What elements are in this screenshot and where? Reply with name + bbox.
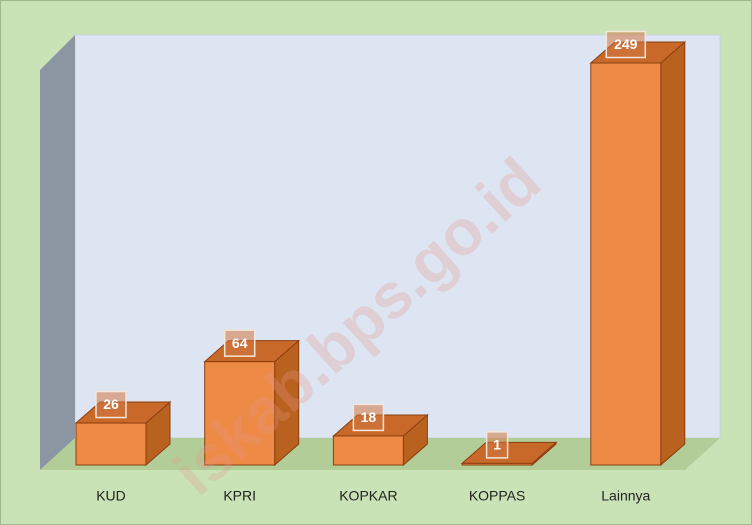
value-label-box: [352, 403, 385, 432]
value-label-box: [485, 431, 509, 459]
value-label: 64: [232, 335, 248, 351]
x-tick-label: KOPKAR: [339, 488, 397, 504]
value-label-box: [605, 30, 647, 59]
bar: [589, 40, 687, 467]
side-wall: [40, 35, 75, 470]
bar: [460, 441, 558, 467]
value-label: 249: [614, 36, 638, 52]
value-label-box: [223, 329, 256, 357]
x-tick-label: Lainnya: [601, 488, 650, 504]
bar-front: [461, 462, 533, 466]
bar-front: [75, 422, 147, 466]
bar-front: [590, 62, 662, 466]
x-tick-label: KUD: [96, 488, 126, 504]
value-label: 18: [361, 409, 377, 425]
bar-front: [332, 435, 404, 466]
x-tick-label: KOPPAS: [469, 488, 526, 504]
value-label: 1: [493, 437, 501, 453]
bar-front: [204, 361, 276, 466]
value-label-box: [95, 390, 127, 419]
x-tick-label: KPRI: [223, 488, 256, 504]
bar-side: [660, 40, 686, 467]
value-label: 26: [103, 396, 119, 412]
